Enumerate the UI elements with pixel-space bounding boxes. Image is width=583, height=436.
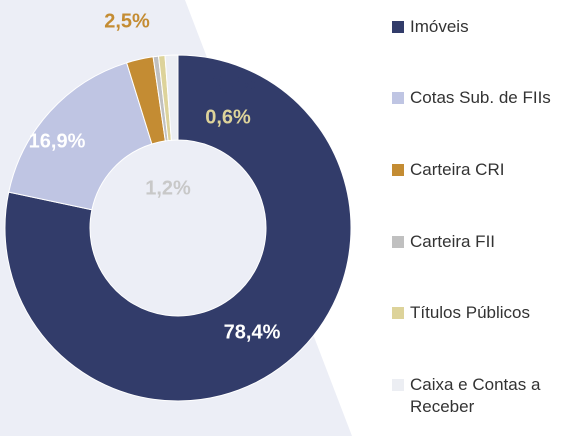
- donut-slice: [4, 54, 352, 402]
- legend-item: Carteira FII: [392, 231, 577, 253]
- legend-item: Imóveis: [392, 16, 577, 38]
- data-label: 1,2%: [145, 177, 191, 199]
- data-label: 2,5%: [104, 10, 150, 32]
- legend-swatch: [392, 307, 404, 319]
- legend-swatch: [392, 236, 404, 248]
- legend-item: Caixa e Contas a Receber: [392, 374, 577, 418]
- donut-slice: [8, 62, 153, 211]
- data-label: 16,9%: [29, 130, 86, 152]
- legend-swatch: [392, 379, 404, 391]
- legend-label: Cotas Sub. de FIIs: [410, 88, 551, 107]
- legend-item: Carteira CRI: [392, 159, 577, 181]
- legend-label: Carteira CRI: [410, 160, 505, 179]
- legend-label: Caixa e Contas a Receber: [410, 375, 541, 416]
- donut-slice: [164, 54, 179, 141]
- legend-label: Imóveis: [410, 17, 469, 36]
- legend-swatch: [392, 164, 404, 176]
- legend-item: Cotas Sub. de FIIs: [392, 87, 577, 109]
- legend-label: Títulos Públicos: [410, 303, 530, 322]
- data-label: 78,4%: [224, 321, 281, 343]
- data-label: 0,6%: [205, 106, 251, 128]
- legend-label: Carteira FII: [410, 232, 496, 251]
- legend-swatch: [392, 21, 404, 33]
- data-label: 0,5%: [212, 72, 258, 94]
- legend-item: Títulos Públicos: [392, 302, 577, 324]
- legend-swatch: [392, 92, 404, 104]
